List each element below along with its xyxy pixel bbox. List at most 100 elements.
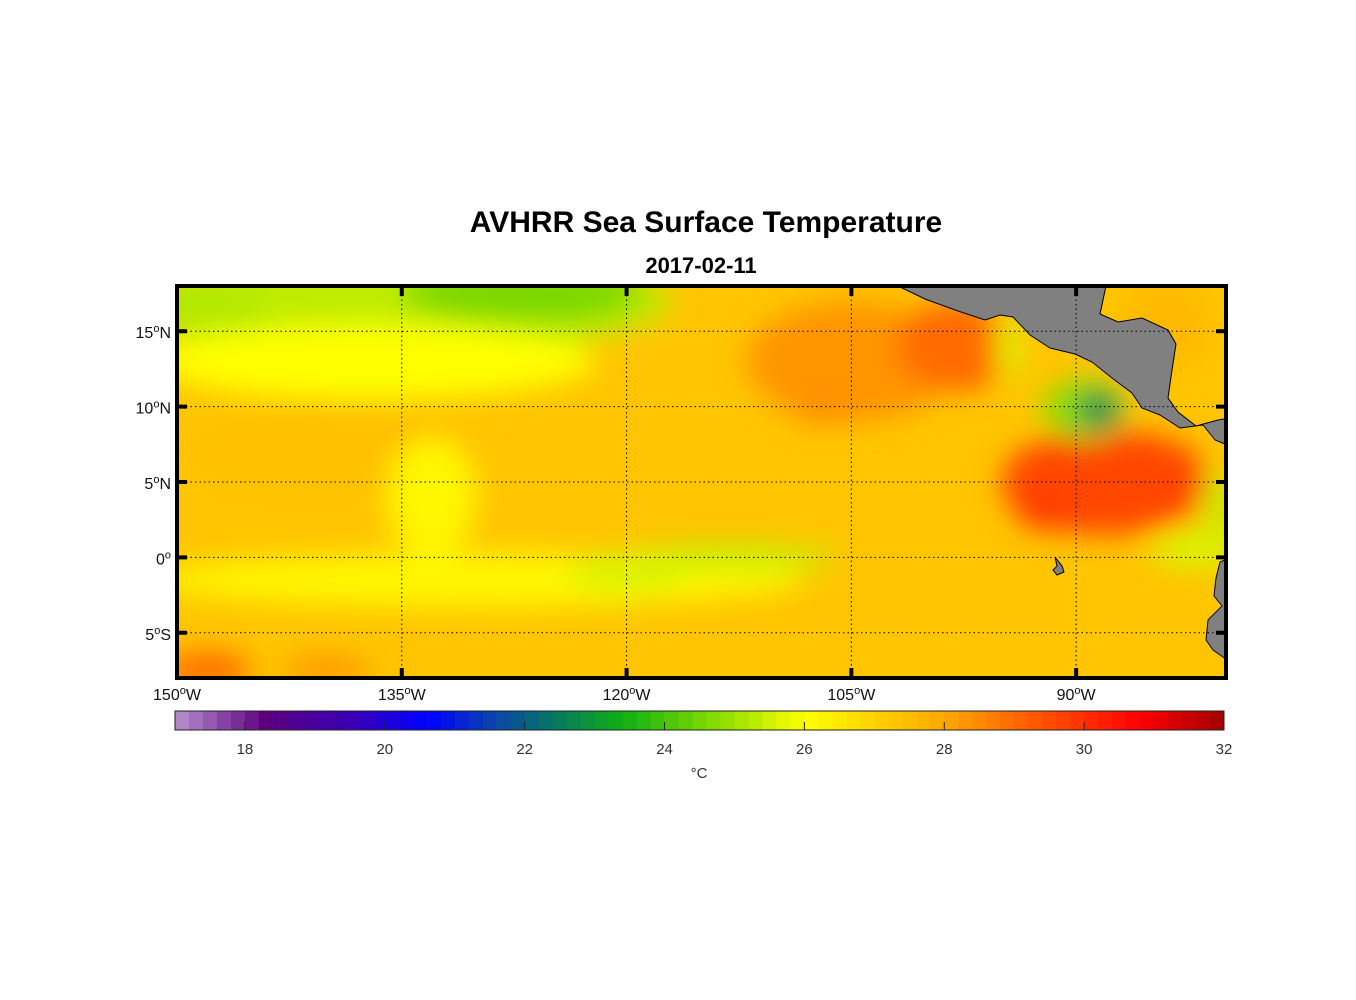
lon-tick-label: 105oW [827, 685, 876, 704]
colorbar-segment [440, 711, 456, 730]
colorbar-segment [986, 711, 1001, 730]
sst-feature [1151, 531, 1226, 568]
colorbar-segment [1056, 711, 1071, 730]
colorbar-segment [1000, 711, 1015, 730]
colorbar-tick-label: 20 [376, 741, 393, 758]
colorbar-segment [888, 711, 903, 730]
sst-feature [1203, 466, 1226, 543]
colorbar-segment [776, 711, 791, 730]
colorbar-segment [342, 711, 358, 730]
colorbar-segment [1210, 711, 1225, 730]
sst-feature [566, 552, 687, 593]
colorbar-segment [202, 711, 218, 730]
sst-feature [1016, 494, 1077, 531]
lon-tick-label: 120oW [603, 685, 652, 704]
colorbar-segment [1028, 711, 1043, 730]
lon-tick-label: 135oW [378, 685, 427, 704]
lat-tick-label: 5oS [145, 625, 171, 644]
colorbar-segment [175, 711, 190, 730]
colorbar-segment [1112, 711, 1127, 730]
lat-tick-label: 5oN [144, 474, 171, 493]
sst-feature [177, 323, 597, 400]
lat-tick-label: 0o [156, 549, 171, 568]
land-central-america [897, 286, 1226, 445]
sst-feature [896, 301, 1017, 392]
colorbar-segment [902, 711, 917, 730]
colorbar-segment [314, 711, 330, 730]
colorbar-segment [216, 711, 232, 730]
colorbar-segment [650, 711, 666, 730]
lon-tick-label: 90oW [1057, 685, 1097, 704]
colorbar-segment [300, 711, 316, 730]
colorbar-segment [426, 711, 442, 730]
colorbar-segment [1126, 711, 1141, 730]
colorbar-segment [552, 711, 568, 730]
colorbar-segment [678, 711, 694, 730]
colorbar-segment [818, 711, 833, 730]
sst-feature [386, 436, 477, 558]
colorbar-tick-label: 30 [1076, 741, 1093, 758]
colorbar-segment [1014, 711, 1029, 730]
colorbar-tick-label: 24 [656, 741, 673, 758]
colorbar-segment [860, 711, 875, 730]
colorbar-segment [1168, 711, 1183, 730]
colorbar-tick-label: 22 [516, 741, 533, 758]
land-masses [897, 286, 1226, 660]
colorbar-segment [272, 711, 288, 730]
colorbar-segment [608, 711, 624, 730]
sst-feature [1077, 391, 1120, 428]
colorbar-segment [1070, 711, 1085, 730]
colorbar-frame [174, 710, 1225, 731]
sst-feature [996, 311, 1021, 381]
colorbar-segment [790, 711, 805, 730]
colorbar-segment [832, 711, 847, 730]
sst-feature [177, 652, 252, 678]
colorbar-segment [622, 711, 638, 730]
colorbar-tick-label: 32 [1216, 741, 1233, 758]
lat-tick-label: 15oN [136, 323, 171, 342]
colorbar-segment [356, 711, 372, 730]
chart-title: AVHRR Sea Surface Temperature [469, 206, 943, 239]
sst-feature [401, 286, 642, 324]
colorbar-segment [496, 711, 512, 730]
colorbar-tick-label: 28 [936, 741, 953, 758]
colorbar-unit-label: °C [691, 765, 708, 782]
colorbar-segment [1196, 711, 1211, 730]
colorbar-segment [958, 711, 973, 730]
colorbar-segment [594, 711, 610, 730]
colorbar-segment [230, 711, 246, 730]
colorbar-segment [720, 711, 735, 730]
colorbar-segment [664, 711, 680, 730]
colorbar-segment [762, 711, 777, 730]
colorbar-segment [510, 711, 526, 730]
colorbar-segment [1154, 711, 1169, 730]
colorbar-segment [328, 711, 344, 730]
colorbar-segment [804, 711, 819, 730]
colorbar-segment [1140, 711, 1155, 730]
sst-feature [281, 658, 372, 678]
colorbar-segment [1098, 711, 1113, 730]
axis-ticks: 150oW 135oW 120oW 105oW 90oW 15oN 10oN 5oN 0o 5oS [136, 286, 1226, 704]
graticule [177, 286, 1226, 678]
colorbar-tick-label: 18 [237, 741, 254, 758]
colorbar-segment [398, 711, 414, 730]
colorbar-segment [384, 711, 400, 730]
colorbar-segment [734, 711, 749, 730]
lat-tick-label: 10oN [136, 399, 171, 418]
colorbar-segment [468, 711, 484, 730]
colorbar-segment [916, 711, 931, 730]
colorbar-segment [692, 711, 707, 730]
colorbar-segment [930, 711, 945, 730]
colorbar-segment [482, 711, 498, 730]
colorbar-segment [286, 711, 302, 730]
lon-tick-label: 150oW [153, 685, 202, 704]
colorbar-segment [244, 711, 260, 730]
colorbar-segment [370, 711, 386, 730]
colorbar-segment [1182, 711, 1197, 730]
colorbar-segment [454, 711, 470, 730]
colorbar-segment [748, 711, 763, 730]
colorbar-segment [706, 711, 721, 730]
colorbar-segment [524, 711, 540, 730]
colorbar-segment [188, 711, 204, 730]
